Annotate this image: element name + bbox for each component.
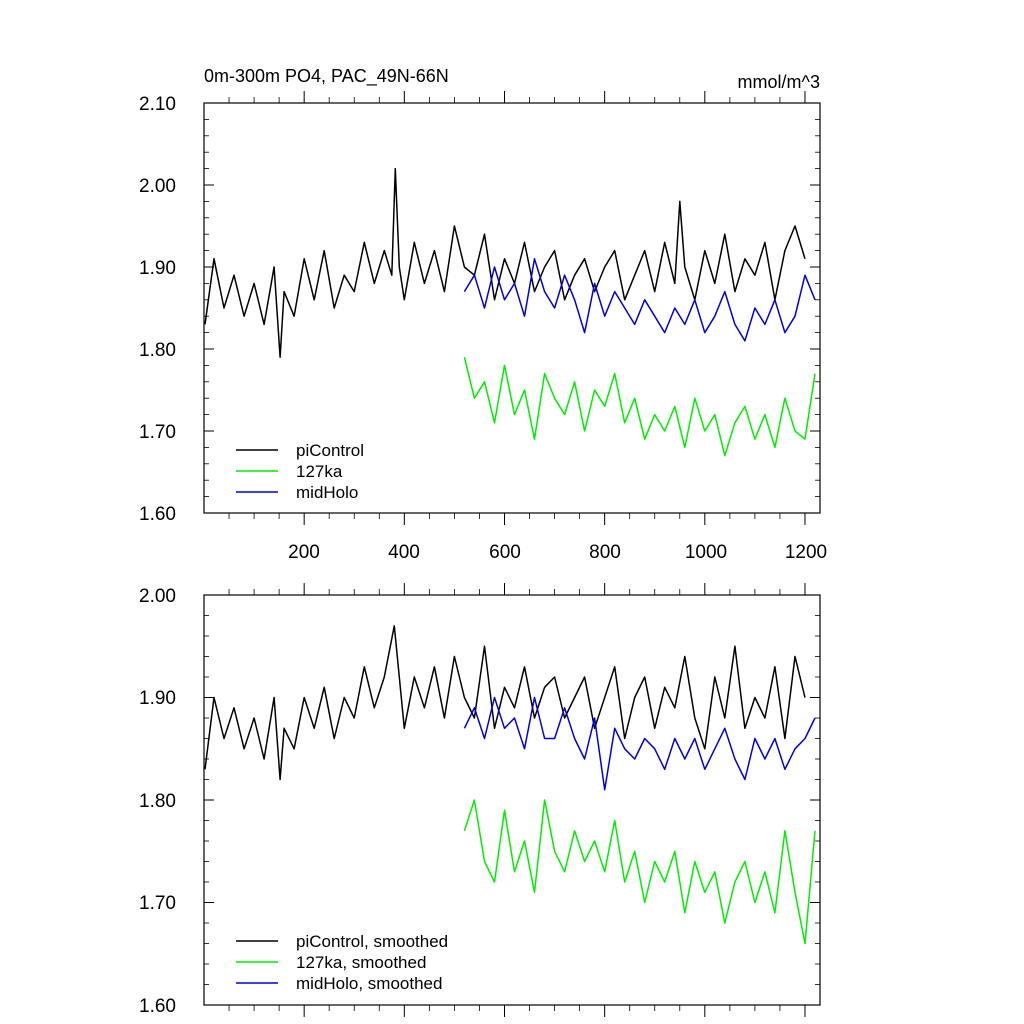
top-plot-frame xyxy=(203,102,821,514)
bottom-y-tick-label-1.80: 1.80 xyxy=(139,791,176,812)
chart-title: 0m-300m PO4, PAC_49N-66N xyxy=(204,66,449,87)
top-y-tick-label-1.80: 1.80 xyxy=(139,340,176,361)
top-plot-area xyxy=(203,91,821,525)
x-tick-label-400: 400 xyxy=(388,542,420,563)
top-panel: 0m-300m PO4, PAC_49N-66N mmol/m^3 2.10 2… xyxy=(139,66,827,563)
top-y-tick-label-2.00: 2.00 xyxy=(139,176,176,197)
series-line-midholo-smoothed xyxy=(463,696,816,791)
top-y-tick-labels: 2.10 2.00 1.90 1.80 1.70 1.60 xyxy=(139,94,176,525)
bottom-panel: 2.00 1.90 1.80 1.70 1.60 piControl, smoo… xyxy=(139,583,821,1017)
bottom-y-tick-labels: 2.00 1.90 1.80 1.70 1.60 xyxy=(139,586,176,1017)
bottom-y-tick-label-2.00: 2.00 xyxy=(139,586,176,607)
top-y-tick-label-1.60: 1.60 xyxy=(139,504,176,525)
legend-label-127ka: 127ka xyxy=(296,462,343,481)
top-series-group xyxy=(204,167,816,457)
top-y-tick-label-1.70: 1.70 xyxy=(139,422,176,443)
top-legend: piControl 127ka midHolo xyxy=(236,441,364,502)
legend-label-127ka-smoothed: 127ka, smoothed xyxy=(296,953,426,972)
bottom-legend: piControl, smoothed 127ka, smoothed midH… xyxy=(236,932,448,993)
top-y-tick-label-2.10: 2.10 xyxy=(139,94,176,115)
x-tick-label-800: 800 xyxy=(589,542,621,563)
series-line-127ka xyxy=(463,357,816,457)
series-line-picontrol xyxy=(204,167,806,358)
top-x-tick-labels: 200 400 600 800 1000 1200 xyxy=(288,542,827,563)
x-tick-label-600: 600 xyxy=(489,542,521,563)
bottom-plot-area xyxy=(203,583,821,1017)
x-tick-label-200: 200 xyxy=(288,542,320,563)
series-line-midholo xyxy=(463,258,816,342)
top-y-tick-label-1.90: 1.90 xyxy=(139,258,176,279)
x-tick-label-1200: 1200 xyxy=(785,542,827,563)
bottom-y-tick-label-1.60: 1.60 xyxy=(139,996,176,1017)
bottom-y-tick-label-1.70: 1.70 xyxy=(139,893,176,914)
legend-label-picontrol: piControl xyxy=(296,441,364,460)
x-tick-label-1000: 1000 xyxy=(685,542,727,563)
legend-label-midholo-smoothed: midHolo, smoothed xyxy=(296,974,442,993)
series-line-picontrol-smoothed xyxy=(204,625,806,781)
series-line-127ka-smoothed xyxy=(463,799,816,945)
units-label: mmol/m^3 xyxy=(738,72,820,92)
bottom-major-ticks xyxy=(204,583,820,1017)
bottom-y-tick-label-1.90: 1.90 xyxy=(139,688,176,709)
bottom-plot-frame xyxy=(203,594,821,1006)
bottom-series-group xyxy=(204,625,816,945)
legend-label-picontrol-smoothed: piControl, smoothed xyxy=(296,932,448,951)
legend-label-midholo: midHolo xyxy=(296,483,358,502)
